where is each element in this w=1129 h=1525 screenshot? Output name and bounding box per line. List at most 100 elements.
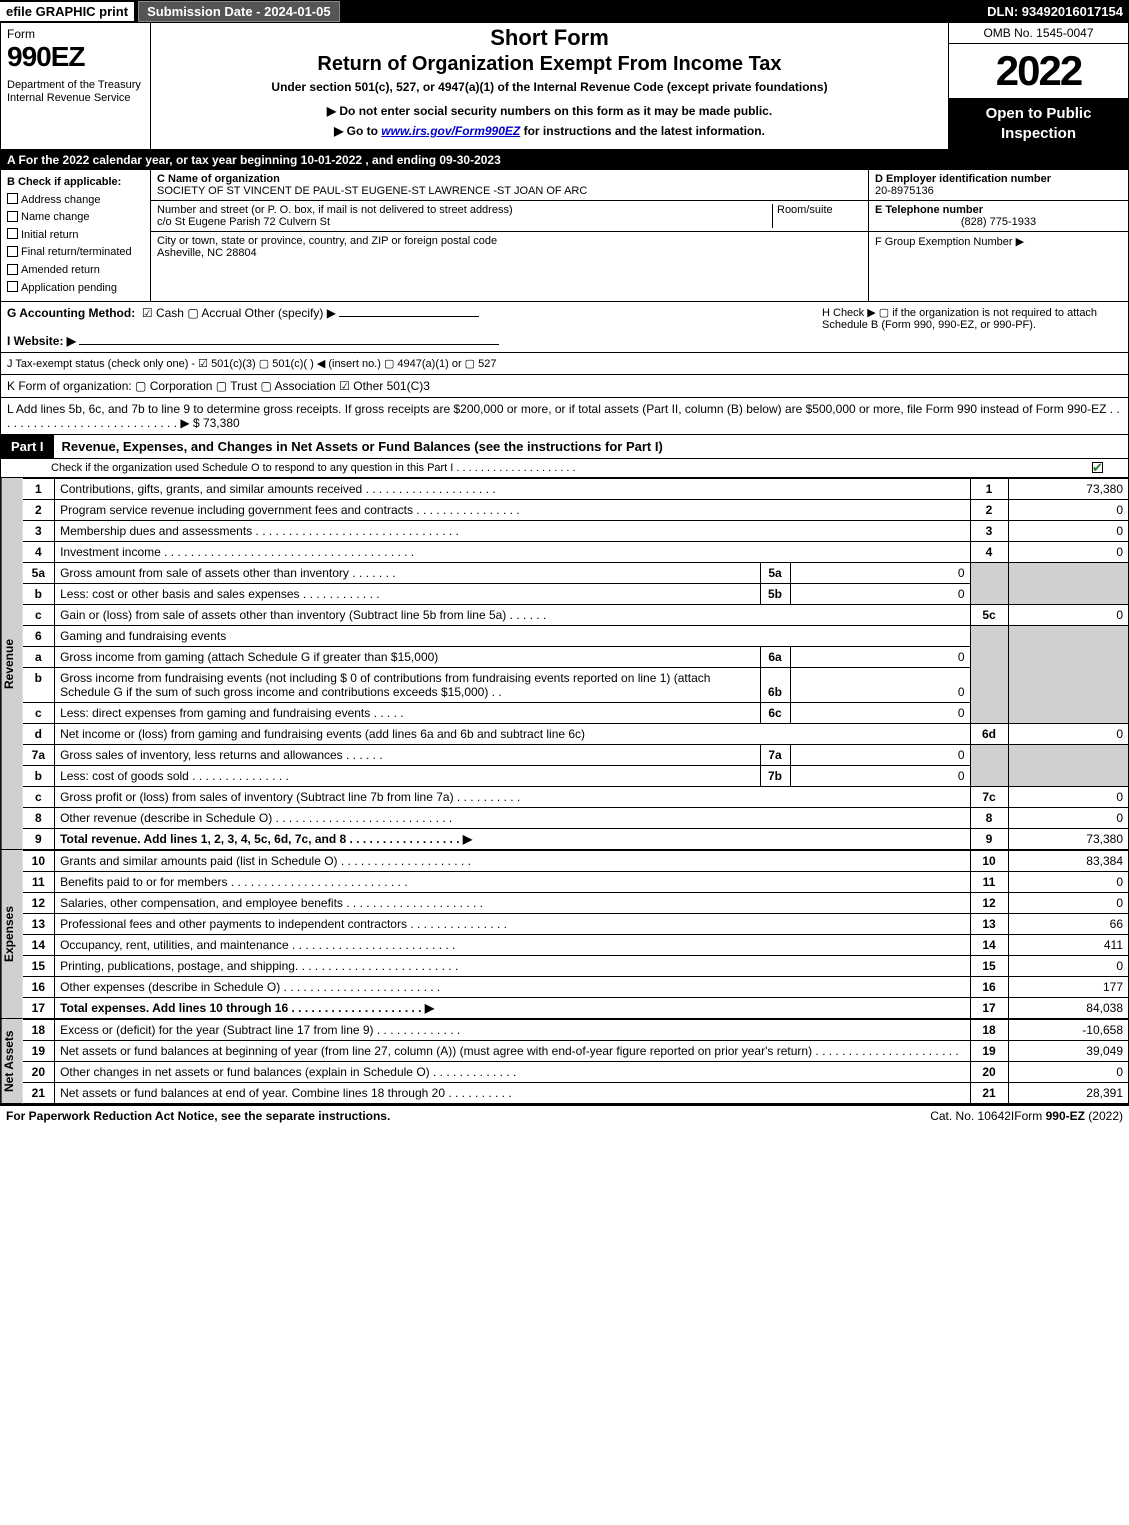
omb-number: OMB No. 1545-0047 [949,23,1128,44]
note2-prefix: ▶ Go to [334,124,381,138]
line-5b: bLess: cost or other basis and sales exp… [23,584,1128,605]
g-options: ☑ Cash ▢ Accrual Other (specify) ▶ [142,306,336,320]
footer-left: For Paperwork Reduction Act Notice, see … [6,1109,730,1123]
subtitle: Under section 501(c), 527, or 4947(a)(1)… [155,80,944,94]
revenue-table: 1Contributions, gifts, grants, and simil… [23,478,1128,850]
line-6a: aGross income from gaming (attach Schedu… [23,647,1128,668]
l-value: $ 73,380 [193,416,240,430]
line-20: 20Other changes in net assets or fund ba… [23,1062,1128,1083]
header: Form 990EZ Department of the Treasury In… [1,23,1128,150]
b-checkboxes: B Check if applicable: Address change Na… [1,170,151,301]
line-7c: cGross profit or (loss) from sales of in… [23,787,1128,808]
i-label: I Website: ▶ [7,334,76,348]
g-label: G Accounting Method: [7,306,135,320]
top-bar: efile GRAPHIC print Submission Date - 20… [0,0,1129,22]
netassets-section: Net Assets 18Excess or (deficit) for the… [1,1019,1128,1104]
note-ssn: ▶ Do not enter social security numbers o… [155,104,944,118]
line-7a: 7aGross sales of inventory, less returns… [23,745,1128,766]
address-row: Number and street (or P. O. box, if mail… [151,201,868,232]
line-6d: dNet income or (loss) from gaming and fu… [23,724,1128,745]
revenue-section: Revenue 1Contributions, gifts, grants, a… [1,478,1128,850]
line-4: 4Investment income . . . . . . . . . . .… [23,542,1128,563]
netassets-label: Net Assets [1,1019,23,1104]
city-value: Asheville, NC 28804 [157,247,257,259]
expenses-table: 10Grants and similar amounts paid (list … [23,850,1128,1019]
submission-date: Submission Date - 2024-01-05 [138,1,340,22]
opt-initial-return[interactable]: Initial return [7,227,144,245]
line-13: 13Professional fees and other payments t… [23,914,1128,935]
l-row: L Add lines 5b, 6c, and 7b to line 9 to … [1,398,1128,435]
line-11: 11Benefits paid to or for members . . . … [23,872,1128,893]
d-ein: D Employer identification number 20-8975… [869,170,1128,201]
line-6c: cLess: direct expenses from gaming and f… [23,703,1128,724]
line-7b: bLess: cost of goods sold . . . . . . . … [23,766,1128,787]
header-center: Short Form Return of Organization Exempt… [151,23,948,149]
c-label: C Name of organization [157,173,280,185]
room-label: Room/suite [777,204,833,216]
dln: DLN: 93492016017154 [987,4,1129,19]
line-21: 21Net assets or fund balances at end of … [23,1083,1128,1104]
addr-value: c/o St Eugene Parish 72 Culvern St [157,216,330,228]
opt-address-change[interactable]: Address change [7,192,144,210]
line-6b: bGross income from fundraising events (n… [23,668,1128,703]
opt-application-pending[interactable]: Application pending [7,280,144,298]
footer: For Paperwork Reduction Act Notice, see … [0,1105,1129,1126]
form-word: Form [7,27,144,41]
section-b: B Check if applicable: Address change Na… [1,170,1128,302]
expenses-label: Expenses [1,850,23,1019]
line-3: 3Membership dues and assessments . . . .… [23,521,1128,542]
note2-suffix: for instructions and the latest informat… [520,124,765,138]
tax-year: 2022 [949,44,1128,98]
note-link: ▶ Go to www.irs.gov/Form990EZ for instru… [155,124,944,138]
h-text: H Check ▶ ▢ if the organization is not r… [822,306,1122,348]
form-number: 990EZ [7,41,144,73]
c-value: SOCIETY OF ST VINCENT DE PAUL-ST EUGENE-… [157,185,587,197]
city-row: City or town, state or province, country… [151,232,868,301]
line-8: 8Other revenue (describe in Schedule O) … [23,808,1128,829]
g-row: G Accounting Method: ☑ Cash ▢ Accrual Ot… [1,302,1128,353]
form-body: Form 990EZ Department of the Treasury In… [0,22,1129,1105]
part1-header: Part I Revenue, Expenses, and Changes in… [1,435,1128,459]
f-group: F Group Exemption Number ▶ [869,232,1128,301]
efile-label: efile GRAPHIC print [0,2,134,21]
addr-label: Number and street (or P. O. box, if mail… [157,204,513,216]
opt-name-change[interactable]: Name change [7,209,144,227]
line-19: 19Net assets or fund balances at beginni… [23,1041,1128,1062]
footer-mid: Cat. No. 10642I [930,1109,1014,1123]
line-6: 6Gaming and fundraising events [23,626,1128,647]
c-name: C Name of organization SOCIETY OF ST VIN… [151,170,868,201]
department: Department of the Treasury Internal Reve… [7,79,144,105]
line-9: 9Total revenue. Add lines 1, 2, 3, 4, 5c… [23,829,1128,850]
header-left: Form 990EZ Department of the Treasury In… [1,23,151,149]
b-title: B Check if applicable: [7,174,144,192]
line-a: A For the 2022 calendar year, or tax yea… [1,150,1128,170]
line-1: 1Contributions, gifts, grants, and simil… [23,479,1128,500]
line-5a: 5aGross amount from sale of assets other… [23,563,1128,584]
line-10: 10Grants and similar amounts paid (list … [23,851,1128,872]
netassets-table: 18Excess or (deficit) for the year (Subt… [23,1019,1128,1104]
part1-sub: Check if the organization used Schedule … [1,459,1128,478]
city-label: City or town, state or province, country… [157,235,497,247]
revenue-label: Revenue [1,478,23,850]
opt-final-return[interactable]: Final return/terminated [7,244,144,262]
line-12: 12Salaries, other compensation, and empl… [23,893,1128,914]
footer-right: Form 990-EZ (2022) [1014,1109,1123,1123]
b-right: D Employer identification number 20-8975… [868,170,1128,301]
line-15: 15Printing, publications, postage, and s… [23,956,1128,977]
opt-amended-return[interactable]: Amended return [7,262,144,280]
part1-label: Part I [1,435,54,458]
line-17: 17Total expenses. Add lines 10 through 1… [23,998,1128,1019]
line-5c: cGain or (loss) from sale of assets othe… [23,605,1128,626]
header-right: OMB No. 1545-0047 2022 Open to Public In… [948,23,1128,149]
line-14: 14Occupancy, rent, utilities, and mainte… [23,935,1128,956]
b-center: C Name of organization SOCIETY OF ST VIN… [151,170,868,301]
line-18: 18Excess or (deficit) for the year (Subt… [23,1020,1128,1041]
shortform-title: Short Form [155,25,944,51]
irs-link[interactable]: www.irs.gov/Form990EZ [381,124,520,138]
k-row: K Form of organization: ▢ Corporation ▢ … [1,375,1128,398]
line-2: 2Program service revenue including gover… [23,500,1128,521]
part1-title: Revenue, Expenses, and Changes in Net As… [54,439,663,454]
expenses-section: Expenses 10Grants and similar amounts pa… [1,850,1128,1019]
part1-checkbox[interactable] [1092,462,1103,473]
main-title: Return of Organization Exempt From Incom… [155,53,944,76]
